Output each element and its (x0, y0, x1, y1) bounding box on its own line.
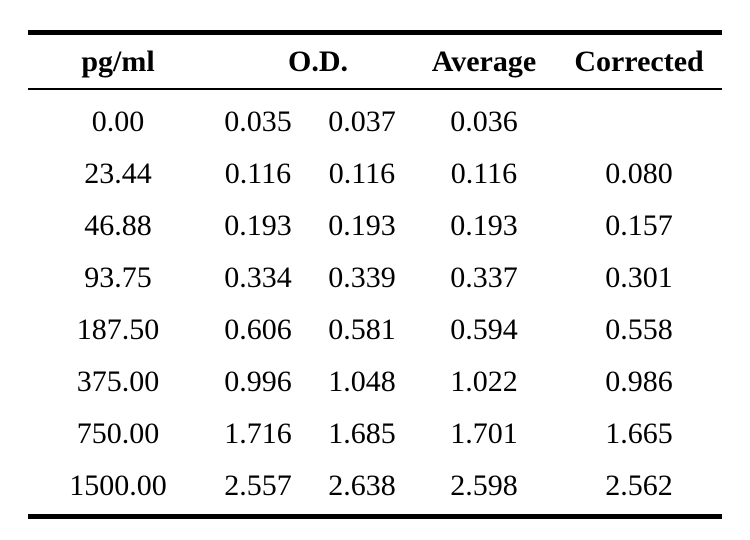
cell-average: 0.594 (450, 313, 518, 346)
cell-od-1: 0.035 (224, 105, 292, 138)
table-row: 0.00 0.035 0.037 0.036 (28, 96, 722, 148)
cell-od-2: 0.581 (328, 313, 396, 346)
table-row: 375.00 0.996 1.048 1.022 0.986 (28, 356, 722, 408)
table-row: 750.00 1.716 1.685 1.701 1.665 (28, 408, 722, 460)
cell-corrected (566, 96, 712, 148)
cell-corrected: 1.665 (605, 417, 673, 450)
table-body: 0.00 0.035 0.037 0.036 23.44 0.116 0.116 0.116 0… (28, 90, 722, 514)
header-od: O.D. (288, 44, 348, 78)
cell-od-2: 0.116 (328, 157, 396, 190)
cell-od-1: 2.557 (224, 469, 292, 502)
cell-corrected: 0.080 (605, 157, 673, 190)
standard-curve-table: pg/ml O.D. Average Corrected 0.00 0.035 0.… (28, 30, 722, 519)
cell-average: 0.337 (450, 261, 518, 294)
cell-corrected: 2.562 (605, 469, 673, 502)
cell-average: 0.193 (450, 209, 518, 242)
header-row: pg/ml O.D. Average Corrected (28, 35, 722, 88)
cell-concentration: 0.00 (91, 105, 145, 138)
cell-od-2: 0.193 (328, 209, 396, 242)
header-concentration: pg/ml (81, 44, 155, 78)
table-row: 1500.00 2.557 2.638 2.598 2.562 (28, 460, 722, 512)
cell-average: 1.022 (450, 365, 518, 398)
header-rule (28, 88, 722, 90)
cell-concentration: 1500.00 (69, 469, 167, 502)
cell-corrected: 0.301 (605, 261, 673, 294)
cell-concentration: 375.00 (76, 365, 160, 398)
table-row: 93.75 0.334 0.339 0.337 0.301 (28, 252, 722, 304)
cell-od-2: 0.037 (328, 105, 396, 138)
cell-corrected: 0.157 (605, 209, 673, 242)
table-row: 23.44 0.116 0.116 0.116 0.080 (28, 148, 722, 200)
cell-od-2: 1.685 (328, 417, 396, 450)
cell-average: 0.116 (450, 157, 518, 190)
header-corrected: Corrected (574, 44, 704, 78)
cell-average: 1.701 (450, 417, 518, 450)
cell-concentration: 750.00 (76, 417, 160, 450)
cell-od-1: 1.716 (224, 417, 292, 450)
cell-corrected: 0.558 (605, 313, 673, 346)
cell-average: 2.598 (450, 469, 518, 502)
table-row: 46.88 0.193 0.193 0.193 0.157 (28, 200, 722, 252)
bottom-rule (28, 514, 722, 519)
header-average: Average (431, 44, 537, 78)
table-row: 187.50 0.606 0.581 0.594 0.558 (28, 304, 722, 356)
cell-average: 0.036 (450, 105, 518, 138)
cell-corrected: 0.986 (605, 365, 673, 398)
top-rule (28, 30, 722, 35)
cell-od-2: 1.048 (328, 365, 396, 398)
cell-od-1: 0.116 (224, 157, 292, 190)
cell-concentration: 23.44 (84, 157, 152, 190)
cell-od-2: 0.339 (328, 261, 396, 294)
cell-concentration: 93.75 (84, 261, 152, 294)
cell-concentration: 46.88 (84, 209, 152, 242)
cell-od-1: 0.996 (224, 365, 292, 398)
cell-od-1: 0.334 (224, 261, 292, 294)
cell-concentration: 187.50 (76, 313, 160, 346)
cell-od-1: 0.193 (224, 209, 292, 242)
cell-od-1: 0.606 (224, 313, 292, 346)
cell-od-2: 2.638 (328, 469, 396, 502)
